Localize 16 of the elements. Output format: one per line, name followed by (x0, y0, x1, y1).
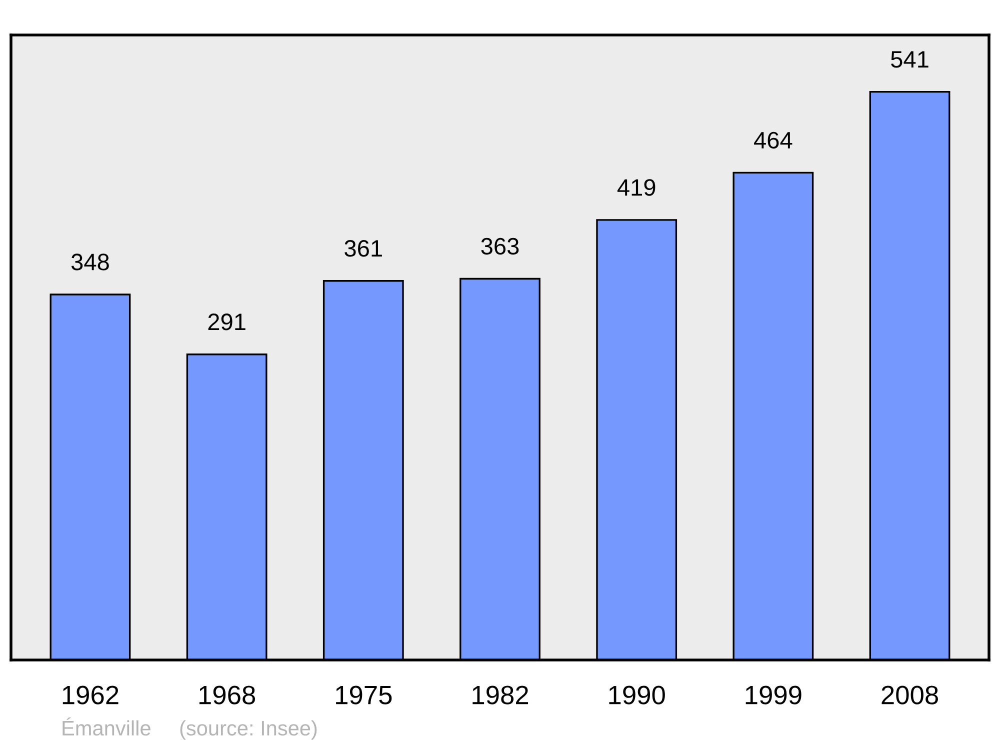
x-tick-label: 1999 (746, 686, 802, 704)
text: (source: Insee) (180, 720, 317, 740)
x-tick-label: 1982 (472, 686, 528, 704)
data-label: 419 (617, 179, 656, 196)
data-label: 291 (208, 314, 246, 330)
x-tick-label: 1975 (336, 686, 392, 704)
x-tick-label: 1962 (62, 686, 118, 704)
x-tick-label: 1990 (609, 686, 665, 704)
x-tick-label: 2008 (882, 686, 938, 704)
x-tick-label: 1968 (199, 686, 256, 704)
data-label: 541 (891, 51, 928, 68)
data-label: 361 (344, 240, 382, 257)
data-label: 363 (481, 238, 519, 255)
data-label: 348 (71, 254, 109, 270)
text: Émanville (62, 717, 150, 736)
data-label: 464 (754, 132, 792, 149)
